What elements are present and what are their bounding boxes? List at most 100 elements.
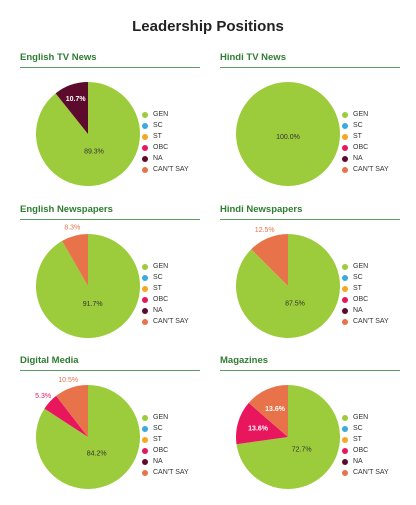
legend: GEN SC ST OBC NA CAN'T SAY	[142, 261, 189, 327]
legend-item: NA	[142, 153, 189, 164]
legend-swatch	[342, 274, 348, 281]
legend-label: CAN'T SAY	[353, 469, 389, 476]
legend-item: SC	[142, 423, 189, 434]
legend-swatch	[142, 263, 148, 270]
legend-label: NA	[153, 307, 163, 314]
legend-item: GEN	[342, 412, 389, 423]
legend-label: SC	[353, 122, 363, 129]
legend-item: SC	[342, 120, 389, 131]
pie-slice-gen	[236, 385, 340, 489]
legend-swatch	[142, 447, 148, 454]
legend-swatch	[142, 155, 148, 162]
legend-swatch	[342, 414, 348, 421]
chart-title: Leadership Positions	[132, 18, 284, 35]
legend-item: ST	[342, 283, 389, 294]
legend-item: SC	[142, 272, 189, 283]
legend-swatch	[142, 133, 148, 140]
panel-divider	[220, 370, 400, 371]
panel-title: Magazines	[220, 355, 269, 366]
legend-swatch	[142, 307, 148, 314]
legend-item: CAN'T SAY	[342, 467, 389, 478]
legend-item: CAN'T SAY	[142, 164, 189, 175]
legend-item: NA	[142, 456, 189, 467]
legend-label: ST	[153, 285, 162, 292]
pie-slice-gen	[36, 234, 141, 338]
legend-label: ST	[353, 133, 362, 140]
legend-item: CAN'T SAY	[142, 316, 189, 327]
legend: GEN SC ST OBC NA CAN'T SAY	[342, 109, 389, 175]
slice-label: 10.5%	[58, 377, 78, 384]
legend-swatch	[142, 458, 148, 465]
legend-swatch	[142, 296, 148, 303]
legend-item: ST	[342, 434, 389, 445]
legend-label: OBC	[153, 296, 169, 303]
legend-swatch	[342, 447, 348, 454]
legend-label: CAN'T SAY	[153, 318, 189, 325]
legend-item: NA	[342, 153, 389, 164]
legend-swatch	[342, 133, 348, 140]
legend-label: ST	[353, 436, 362, 443]
legend-swatch	[142, 285, 148, 292]
legend-label: NA	[153, 458, 163, 465]
panel-title: Hindi Newspapers	[220, 204, 303, 215]
legend-label: GEN	[153, 263, 169, 270]
legend-swatch	[142, 274, 148, 281]
legend-swatch	[142, 122, 148, 129]
panel-digital-media: Digital Media 84.2% 5.3% 10.5% GEN SC ST OBC N…	[20, 355, 200, 505]
legend-item: ST	[142, 434, 189, 445]
pie-english-newspapers: 91.7% 8.3%	[36, 225, 141, 338]
legend-swatch	[142, 469, 148, 476]
legend: GEN SC ST OBC NA CAN'T SAY	[342, 412, 389, 478]
legend-item: OBC	[142, 142, 189, 153]
legend-swatch	[342, 122, 348, 129]
slice-label: 100.0%	[276, 134, 300, 141]
panel-divider	[220, 219, 400, 220]
panel-divider	[220, 67, 400, 68]
legend-label: GEN	[353, 263, 369, 270]
panel-title: English TV News	[20, 52, 97, 63]
legend-label: OBC	[353, 296, 369, 303]
legend-label: GEN	[153, 111, 169, 118]
pie-slice-can-t-say	[251, 234, 288, 286]
legend-item: OBC	[342, 445, 389, 456]
legend-swatch	[142, 144, 148, 151]
slice-label: 91.7%	[83, 301, 103, 308]
legend-item: NA	[342, 305, 389, 316]
pie-digital-media: 84.2% 5.3% 10.5%	[35, 377, 140, 489]
legend-swatch	[342, 458, 348, 465]
legend-item: CAN'T SAY	[342, 164, 389, 175]
panel-divider	[20, 219, 200, 220]
legend-label: OBC	[153, 144, 169, 151]
panel-divider	[20, 370, 200, 371]
legend-swatch	[342, 469, 348, 476]
legend-swatch	[142, 318, 148, 325]
legend: GEN SC ST OBC NA CAN'T SAY	[342, 261, 389, 327]
legend-item: GEN	[342, 261, 389, 272]
legend-swatch	[342, 307, 348, 314]
legend: GEN SC ST OBC NA CAN'T SAY	[142, 109, 189, 175]
panel-title: English Newspapers	[20, 204, 113, 215]
legend-label: CAN'T SAY	[153, 166, 189, 173]
legend-label: ST	[153, 436, 162, 443]
pie-slice-obc	[44, 395, 88, 437]
slice-label: 84.2%	[87, 451, 107, 458]
legend-item: CAN'T SAY	[142, 467, 189, 478]
panel-hindi-newspapers: Hindi Newspapers 87.5% 12.5% GEN SC ST OBC NA…	[220, 204, 400, 354]
panel-title: Hindi TV News	[220, 52, 286, 63]
legend-item: NA	[142, 305, 189, 316]
legend-swatch	[342, 263, 348, 270]
pie-slice-obc	[236, 402, 288, 445]
legend-label: CAN'T SAY	[353, 318, 389, 325]
legend-label: CAN'T SAY	[153, 469, 189, 476]
legend-swatch	[342, 436, 348, 443]
legend-item: ST	[342, 131, 389, 142]
legend-item: SC	[142, 120, 189, 131]
legend-swatch	[342, 144, 348, 151]
legend-item: SC	[342, 272, 389, 283]
slice-label: 13.6%	[265, 406, 286, 413]
legend-label: NA	[353, 307, 363, 314]
pie-english-tv-news: 89.3% 10.7%	[35, 82, 140, 186]
pie-slice-can-t-say	[248, 385, 288, 437]
legend-label: OBC	[353, 144, 369, 151]
legend-swatch	[142, 436, 148, 443]
